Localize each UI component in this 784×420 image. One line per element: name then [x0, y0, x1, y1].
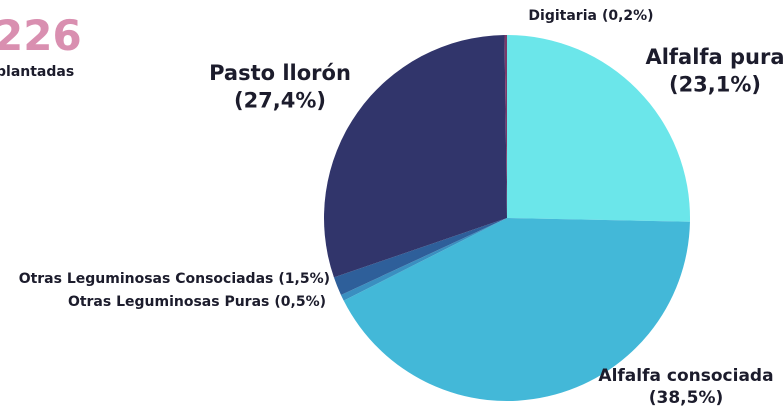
slice-label: Alfalfa consociada (38,5%)	[598, 366, 773, 408]
slice-name: Otras Leguminosas Puras	[68, 294, 269, 310]
slice-value: (27,4%)	[234, 88, 326, 112]
slice-label: Alfalfa pura (23,1%)	[645, 45, 784, 96]
slice-name: Digitaria	[528, 8, 597, 24]
slice-value: (38,5%)	[649, 388, 724, 408]
slice-label: Otras Leguminosas Puras (0,5%)	[68, 294, 326, 310]
pie-slice	[333, 218, 507, 295]
slice-name: Alfalfa consociada	[598, 366, 773, 386]
annotation-text: plantadas	[0, 64, 74, 80]
slice-name: Otras Leguminosas Consociadas	[19, 271, 274, 287]
pie-slice	[507, 35, 691, 222]
slice-name: Pasto llorón	[209, 61, 351, 85]
slice-value: (23,1%)	[669, 72, 761, 96]
slice-value: (1,5%)	[278, 271, 330, 287]
pie-slice	[324, 35, 507, 278]
slice-label: Otras Leguminosas Consociadas (1,5%)	[19, 271, 330, 287]
slice-value: (0,5%)	[274, 294, 326, 310]
slice-value: (0,2%)	[602, 8, 654, 24]
annotation-number: 226	[0, 11, 82, 60]
slice-name: Alfalfa pura	[645, 45, 784, 69]
pie-slice	[343, 218, 690, 402]
slice-label: Digitaria (0,2%)	[528, 8, 653, 24]
pie-slice	[340, 218, 507, 301]
pie-slice	[504, 35, 507, 218]
slice-label: Pasto llorón (27,4%)	[209, 61, 351, 112]
